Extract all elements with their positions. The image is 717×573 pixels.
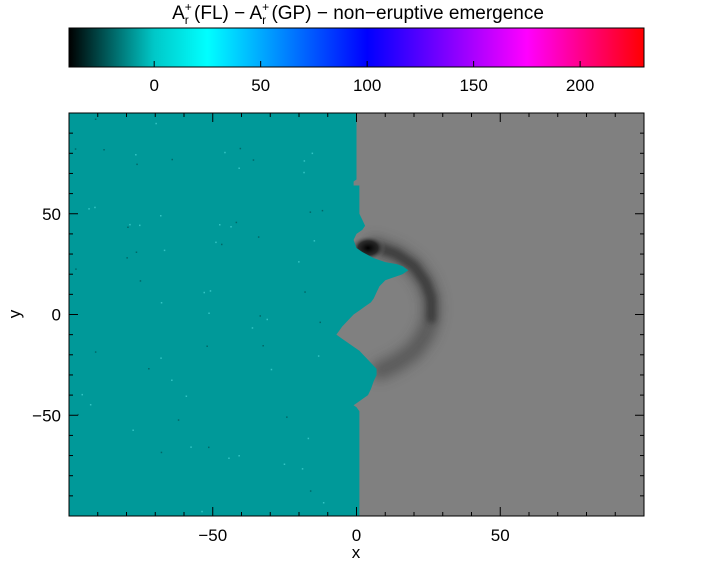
speckle	[160, 215, 162, 217]
speckle	[135, 251, 138, 253]
speckle	[94, 206, 96, 209]
speckle	[257, 236, 260, 238]
chart-title: A+ r (FL) − A+ r (GP) − non−eruptive emerg…	[172, 0, 544, 27]
speckle	[89, 404, 92, 406]
speckle	[259, 315, 261, 317]
speckle	[190, 446, 192, 448]
plot-area	[69, 113, 644, 516]
speckle	[313, 240, 316, 242]
speckle	[136, 163, 138, 166]
speckle	[103, 149, 105, 151]
x-tick-label: 50	[491, 526, 510, 545]
speckle	[139, 280, 142, 282]
x-tick-label: 0	[352, 526, 361, 545]
colorbar-tick-label: 200	[566, 76, 594, 95]
speckle	[252, 159, 255, 161]
speckle	[203, 291, 205, 294]
speckle	[309, 490, 312, 492]
speckle	[135, 154, 137, 156]
speckle	[201, 510, 203, 513]
speckle	[301, 468, 304, 470]
speckle	[224, 151, 226, 154]
colorbar-tick-label: 100	[353, 76, 381, 95]
speckle	[77, 413, 79, 416]
speckle	[94, 351, 97, 353]
speckle	[129, 223, 131, 226]
speckle	[304, 291, 306, 293]
speckle	[208, 312, 210, 314]
speckle	[81, 393, 83, 396]
colorbar	[68, 27, 645, 68]
speckle	[238, 455, 240, 457]
speckle	[160, 451, 163, 454]
x-tick-label: −50	[198, 526, 227, 545]
speckle	[94, 118, 97, 120]
speckle	[88, 208, 90, 210]
speckle	[127, 226, 129, 228]
speckle	[309, 211, 312, 213]
colorbar-ticks: 0 50 100 150 200	[149, 61, 594, 95]
speckle	[171, 158, 173, 161]
speckle	[206, 345, 208, 347]
speckle	[209, 290, 212, 292]
speckle	[215, 241, 217, 244]
speckle	[266, 318, 268, 321]
speckle	[74, 148, 77, 150]
speckle	[126, 257, 128, 259]
speckle	[283, 463, 286, 465]
speckle	[148, 368, 150, 370]
speckle	[251, 327, 254, 329]
speckle	[230, 226, 232, 228]
colorbar-tick-label: 150	[459, 76, 487, 95]
speckle	[239, 147, 242, 150]
speckle	[185, 395, 188, 397]
y-tick-label: 0	[52, 306, 61, 325]
speckle	[221, 243, 223, 246]
speckle	[160, 302, 163, 304]
speckle	[163, 249, 166, 252]
speckle	[177, 419, 180, 421]
speckle	[303, 171, 305, 174]
speckle	[262, 345, 264, 347]
speckle	[270, 368, 273, 371]
teal-region	[69, 113, 409, 516]
speckle	[75, 268, 77, 270]
noise-speckles	[74, 118, 325, 513]
crescent-arm-inner	[368, 241, 437, 324]
speckle	[228, 457, 230, 459]
speckle	[238, 167, 240, 169]
y-axis-label: y	[5, 309, 24, 318]
x-axis-label: x	[352, 543, 361, 562]
speckle	[160, 357, 162, 359]
speckle	[208, 446, 210, 449]
speckle	[139, 224, 141, 227]
speckle	[322, 502, 325, 504]
speckle	[317, 355, 320, 357]
speckle	[303, 160, 306, 162]
speckle	[235, 221, 238, 224]
speckle	[311, 152, 314, 155]
y-tick-label: −50	[32, 406, 61, 425]
speckle	[321, 209, 324, 212]
speckle	[307, 437, 310, 440]
y-tick-label: 50	[42, 205, 61, 224]
colorbar-tick-label: 0	[149, 76, 158, 95]
speckle	[171, 379, 173, 381]
speckle	[219, 224, 221, 226]
colorbar-tick-label: 50	[251, 76, 270, 95]
speckle	[298, 261, 300, 263]
axes: −50 0 50 −50 0 50	[32, 112, 645, 545]
speckle	[286, 416, 288, 418]
speckle	[155, 122, 157, 125]
speckle	[132, 429, 134, 431]
speckle	[319, 321, 321, 324]
